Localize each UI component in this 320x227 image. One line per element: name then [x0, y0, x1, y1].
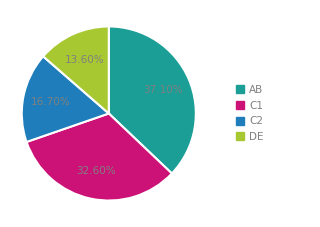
Wedge shape: [22, 56, 109, 142]
Wedge shape: [27, 114, 172, 200]
Text: 37.10%: 37.10%: [143, 85, 183, 95]
Text: 16.70%: 16.70%: [31, 97, 70, 107]
Wedge shape: [43, 27, 109, 114]
Legend: AB, C1, C2, DE: AB, C1, C2, DE: [234, 83, 266, 144]
Wedge shape: [109, 27, 196, 173]
Text: 13.60%: 13.60%: [64, 55, 104, 65]
Text: 32.60%: 32.60%: [76, 166, 116, 176]
